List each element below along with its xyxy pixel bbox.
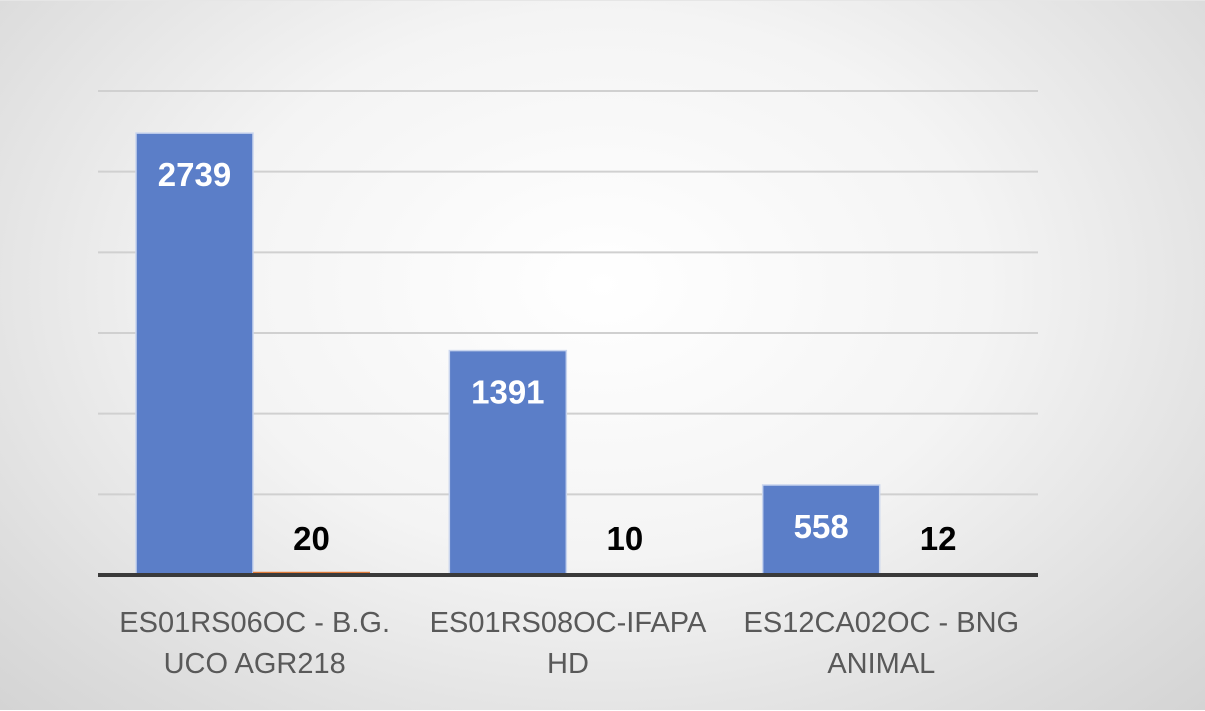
data-label-series1-cat2: 1391 <box>471 374 544 411</box>
data-label-series2-cat1: 20 <box>293 520 330 557</box>
category-label-3-line-2: ANIMAL <box>827 648 935 680</box>
data-label-series2-cat3: 12 <box>920 520 957 557</box>
category-label-2-line-2: HD <box>547 648 589 680</box>
bar-series1-cat3 <box>761 484 881 576</box>
category-labels: ES01RS06OC - B.G. UCO AGR218 ES01RS08OC-IF… <box>119 607 1019 680</box>
category-label-3-line-1: ES12CA02OC - BNG <box>744 607 1020 639</box>
data-label-series1-cat3: 558 <box>794 508 849 545</box>
category-label-1-line-1: ES01RS06OC - B.G. <box>119 607 390 639</box>
data-label-series2-cat2: 10 <box>606 520 643 557</box>
data-labels: 2739 20 1391 10 558 12 <box>158 156 957 557</box>
bar-series1-cat2 <box>448 349 568 576</box>
gridlines <box>98 90 1038 496</box>
bar-series1-cat1 <box>135 132 254 576</box>
category-label-1-line-2: UCO AGR218 <box>164 648 346 680</box>
data-label-series1-cat1: 2739 <box>158 156 231 193</box>
category-label-2-line-1: ES01RS08OC-IFAPA <box>430 607 707 639</box>
bars <box>135 132 997 576</box>
